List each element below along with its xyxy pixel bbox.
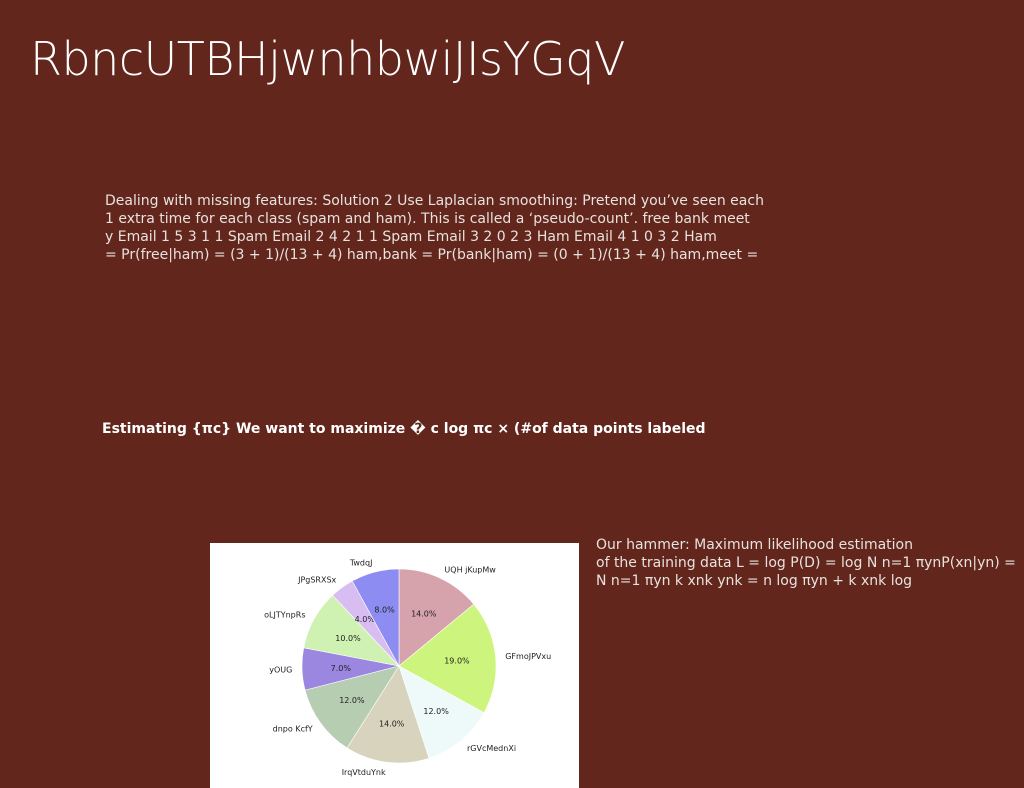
slice-category-label: rGVcMednXi — [467, 744, 516, 753]
slice-category-label: IrqVtduYnk — [342, 768, 386, 777]
pie-chart-image: 14.0% UQH jKupMw 19.0% GFmoJPVxu 12.0% rGVcMe… — [210, 543, 579, 788]
slice-category-label: TwdqJ — [349, 559, 373, 568]
paragraph-line: Dealing with missing features: Solution … — [105, 193, 764, 209]
pie-slice — [398, 603, 497, 714]
side-text: Our hammer: Maximum likelihood estimatio… — [596, 536, 1024, 590]
slice-percent-label: 12.0% — [423, 707, 449, 716]
pie-slice — [398, 568, 475, 667]
slice-percent-label: 10.0% — [335, 634, 361, 643]
slice-percent-label: 8.0% — [374, 606, 395, 615]
body-paragraph: Dealing with missing features: Solution … — [105, 192, 805, 264]
slice-percent-label: 4.0% — [355, 615, 376, 624]
pie-chart: 14.0% UQH jKupMw 19.0% GFmoJPVxu 12.0% rGVcMe… — [264, 559, 551, 777]
paragraph-line: 1 extra time for each class (spam and ha… — [105, 211, 750, 227]
pie-slice — [351, 568, 400, 667]
slice-percent-label: 19.0% — [444, 657, 470, 666]
paragraph-line: y Email 1 5 3 1 1 Spam Email 2 4 2 1 1 S… — [105, 229, 717, 245]
slice-percent-label: 7.0% — [331, 664, 352, 673]
slice-category-label: UQH jKupMw — [444, 565, 496, 574]
slide-title: RbncUTBHjwnhbwiJIsYGqV — [30, 32, 625, 86]
slice-category-label: yOUG — [269, 665, 292, 674]
side-line: N n=1 πyn k xnk ynk = n log πyn + k xnk … — [596, 573, 913, 589]
slice-percent-label: 14.0% — [411, 609, 437, 618]
slice-category-label: GFmoJPVxu — [505, 652, 551, 661]
slice-percent-label: 12.0% — [339, 696, 365, 705]
slice-percent-label: 14.0% — [379, 720, 405, 729]
slice-category-label: dnpo KcfY — [273, 725, 313, 734]
pie-slice — [304, 665, 400, 749]
section-heading: Estimating {πc} We want to maximize � c … — [102, 421, 706, 437]
side-line: Our hammer: Maximum likelihood estimatio… — [596, 537, 913, 553]
pie-slice — [398, 665, 485, 759]
side-line: of the training data L = log P(D) = log … — [596, 555, 1016, 571]
pie-slice — [346, 665, 430, 764]
slice-category-label: oLJTYnpRs — [264, 611, 305, 620]
slice-category-label: JPgSRXSx — [297, 576, 336, 585]
paragraph-line: = Pr(free|ham) = (3 + 1)/(13 + 4) ham,ba… — [105, 247, 759, 263]
